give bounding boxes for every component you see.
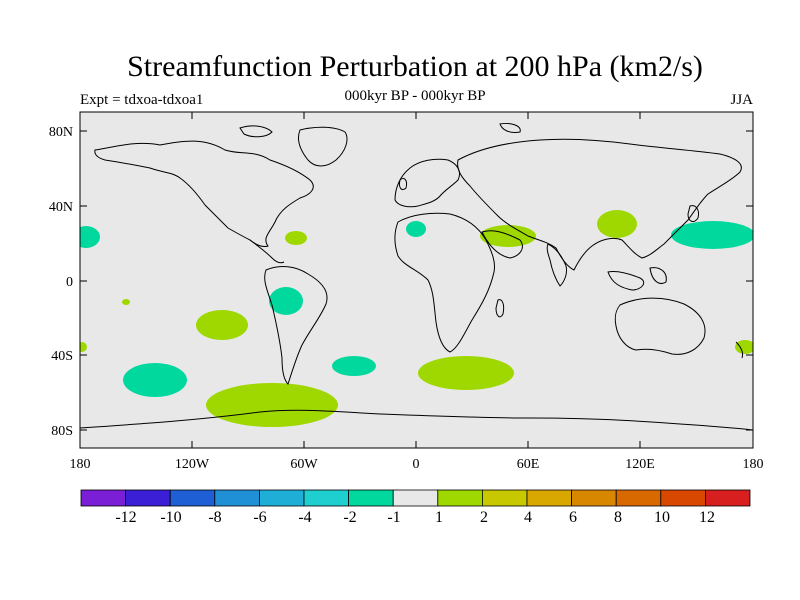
lon-labels: 180 120W 60W 0 60E 120E 180	[70, 457, 764, 472]
lat-label: 80S	[51, 424, 73, 439]
colorbar-swatch	[615, 489, 662, 507]
colorbar-swatch	[169, 489, 216, 507]
colorbar-label: -2	[343, 509, 356, 526]
lat-label: 80N	[49, 125, 73, 140]
colorbar-swatch	[705, 489, 751, 507]
colorbar-label: 10	[654, 509, 670, 526]
colorbar-swatch	[392, 489, 439, 507]
colorbar-label: 8	[614, 509, 622, 526]
season-label: JJA	[730, 92, 753, 108]
colorbar-label: 12	[699, 509, 715, 526]
colorbar-swatch	[526, 489, 572, 507]
colorbar-swatch	[437, 489, 483, 507]
coastlines	[80, 123, 753, 431]
colorbar-label: -8	[208, 509, 221, 526]
experiment-label: Expt = tdxoa-tdxoa1	[80, 92, 204, 108]
lat-label: 0	[66, 275, 73, 290]
colorbar-label: -4	[298, 509, 311, 526]
colorbar-swatch	[258, 489, 305, 507]
positive-anomaly	[285, 231, 307, 245]
lon-label: 120E	[625, 457, 655, 472]
colorbar-label: 1	[435, 509, 443, 526]
lon-label: 180	[743, 457, 764, 472]
colorbar-label: 4	[524, 509, 532, 526]
lon-tick-marks	[79, 112, 754, 448]
lon-label: 0	[413, 457, 420, 472]
lat-label: 40N	[49, 200, 73, 215]
negative-anomaly	[671, 221, 753, 249]
colorbar-label: 6	[569, 509, 577, 526]
lon-label: 180	[70, 457, 91, 472]
lon-label: 120W	[175, 457, 210, 472]
colorbar-label: -12	[115, 509, 136, 526]
colorbar-swatch	[80, 489, 126, 507]
lat-label: 40S	[51, 349, 73, 364]
colorbar-swatch	[303, 489, 349, 507]
plot-title: Streamfunction Perturbation at 200 hPa (…	[127, 50, 703, 83]
colorbar-swatch	[481, 489, 528, 507]
negative-anomaly	[332, 356, 376, 376]
colorbar-swatch	[214, 489, 260, 507]
lat-labels: 80N 40N 0 40S 80S	[49, 125, 73, 439]
colorbar-label: -6	[253, 509, 266, 526]
colorbar-swatch	[571, 489, 617, 507]
colorbar-swatch	[125, 489, 171, 507]
positive-anomaly	[735, 340, 753, 354]
lon-label: 60E	[517, 457, 540, 472]
anomaly-regions	[80, 123, 753, 431]
map-background	[80, 112, 753, 448]
colorbar-swatch	[348, 489, 394, 507]
positive-anomaly	[597, 210, 637, 238]
positive-anomaly	[418, 356, 514, 390]
negative-anomaly	[406, 221, 426, 237]
plot-subtitle: 000kyr BP - 000kyr BP	[344, 88, 486, 104]
colorbar-labels: -12 -10 -8 -6 -4 -2 -1 1 2 4 6 8 10 12	[115, 509, 715, 526]
positive-anomaly	[80, 342, 87, 352]
colorbar-label: 2	[480, 509, 488, 526]
negative-anomaly	[269, 287, 303, 315]
negative-anomaly	[123, 363, 187, 397]
colorbar-label: -10	[160, 509, 181, 526]
positive-anomaly	[122, 299, 130, 305]
colorbar	[80, 489, 751, 507]
colorbar-swatch	[660, 489, 706, 507]
positive-anomaly	[196, 310, 248, 340]
lon-label: 60W	[290, 457, 318, 472]
negative-anomaly	[80, 226, 100, 248]
lat-tick-marks	[80, 130, 753, 431]
positive-anomaly	[206, 383, 338, 427]
colorbar-label: -1	[387, 509, 400, 526]
